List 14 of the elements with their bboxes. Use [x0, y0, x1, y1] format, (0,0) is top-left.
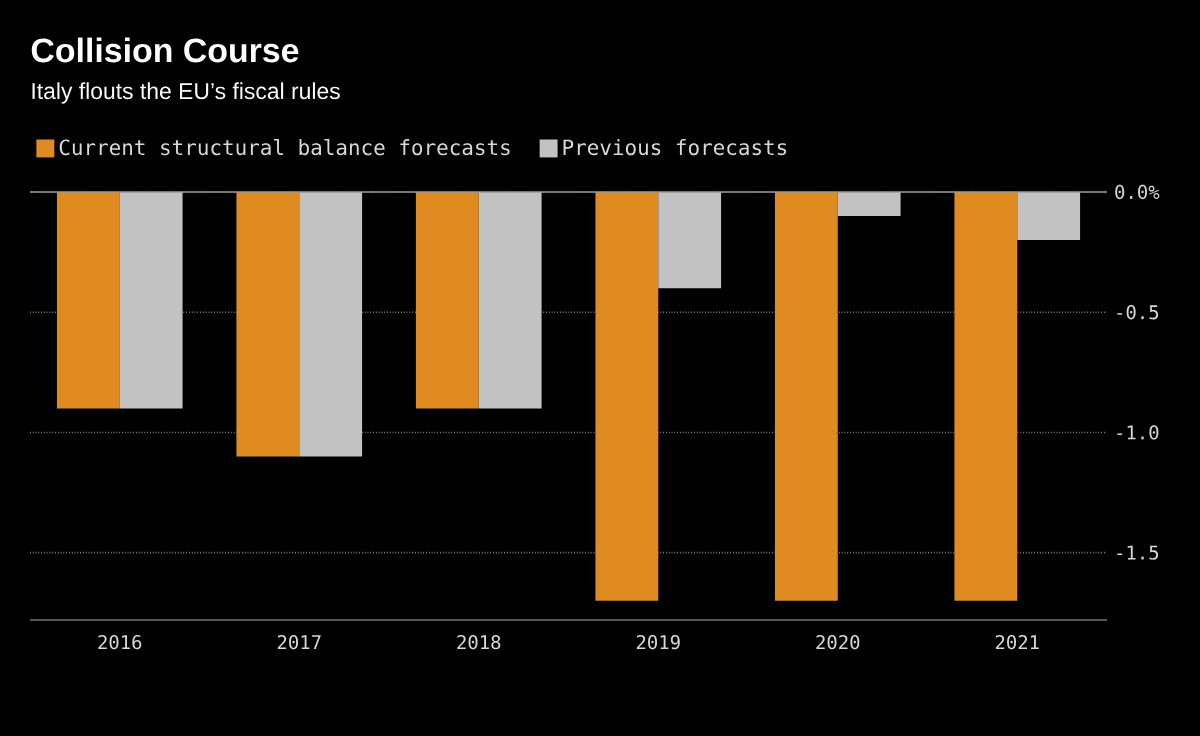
- x-tick-label: 2017: [277, 634, 321, 650]
- x-tick-label: 2021: [995, 634, 1039, 650]
- y-tick-label: -1.5: [1117, 545, 1159, 560]
- x-tick-label: 2018: [457, 634, 501, 650]
- y-tick-label: -0.5: [1117, 305, 1159, 320]
- legend-label: Current structural balance forecasts: [59, 138, 510, 156]
- y-tick-label: 0.0%: [1115, 184, 1160, 200]
- chart-title: Collision Course: [31, 37, 299, 63]
- x-tick-label: 2020: [816, 634, 860, 650]
- legend-label: Previous forecasts: [563, 139, 787, 156]
- x-tick-label: 2019: [636, 634, 680, 650]
- y-tick-label: -1.0: [1117, 425, 1159, 440]
- chart-subtitle: Italy flouts the EU’s fiscal rules: [32, 82, 340, 104]
- x-tick-label: 2016: [98, 634, 142, 650]
